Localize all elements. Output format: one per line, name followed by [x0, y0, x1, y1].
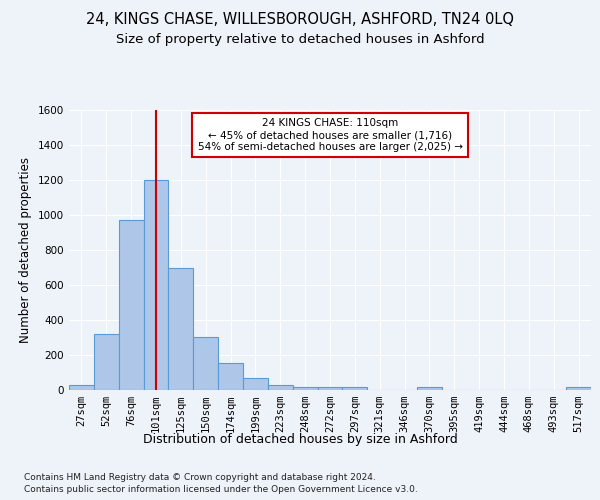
Text: 24 KINGS CHASE: 110sqm
← 45% of detached houses are smaller (1,716)
54% of semi-: 24 KINGS CHASE: 110sqm ← 45% of detached… [197, 118, 463, 152]
Bar [143, 180, 169, 390]
Text: Distribution of detached houses by size in Ashford: Distribution of detached houses by size … [143, 432, 457, 446]
Bar [566, 388, 591, 390]
Bar [94, 334, 119, 390]
Bar [417, 388, 442, 390]
Text: Size of property relative to detached houses in Ashford: Size of property relative to detached ho… [116, 32, 484, 46]
Text: Contains public sector information licensed under the Open Government Licence v3: Contains public sector information licen… [24, 485, 418, 494]
Text: 24, KINGS CHASE, WILLESBOROUGH, ASHFORD, TN24 0LQ: 24, KINGS CHASE, WILLESBOROUGH, ASHFORD,… [86, 12, 514, 28]
Bar [169, 268, 193, 390]
Bar [293, 386, 317, 390]
Bar [193, 336, 218, 390]
Bar [218, 363, 243, 390]
Bar [268, 385, 293, 390]
Bar [243, 378, 268, 390]
Bar [317, 388, 343, 390]
Text: Contains HM Land Registry data © Crown copyright and database right 2024.: Contains HM Land Registry data © Crown c… [24, 472, 376, 482]
Y-axis label: Number of detached properties: Number of detached properties [19, 157, 32, 343]
Bar [69, 385, 94, 390]
Bar [343, 388, 367, 390]
Bar [119, 220, 143, 390]
